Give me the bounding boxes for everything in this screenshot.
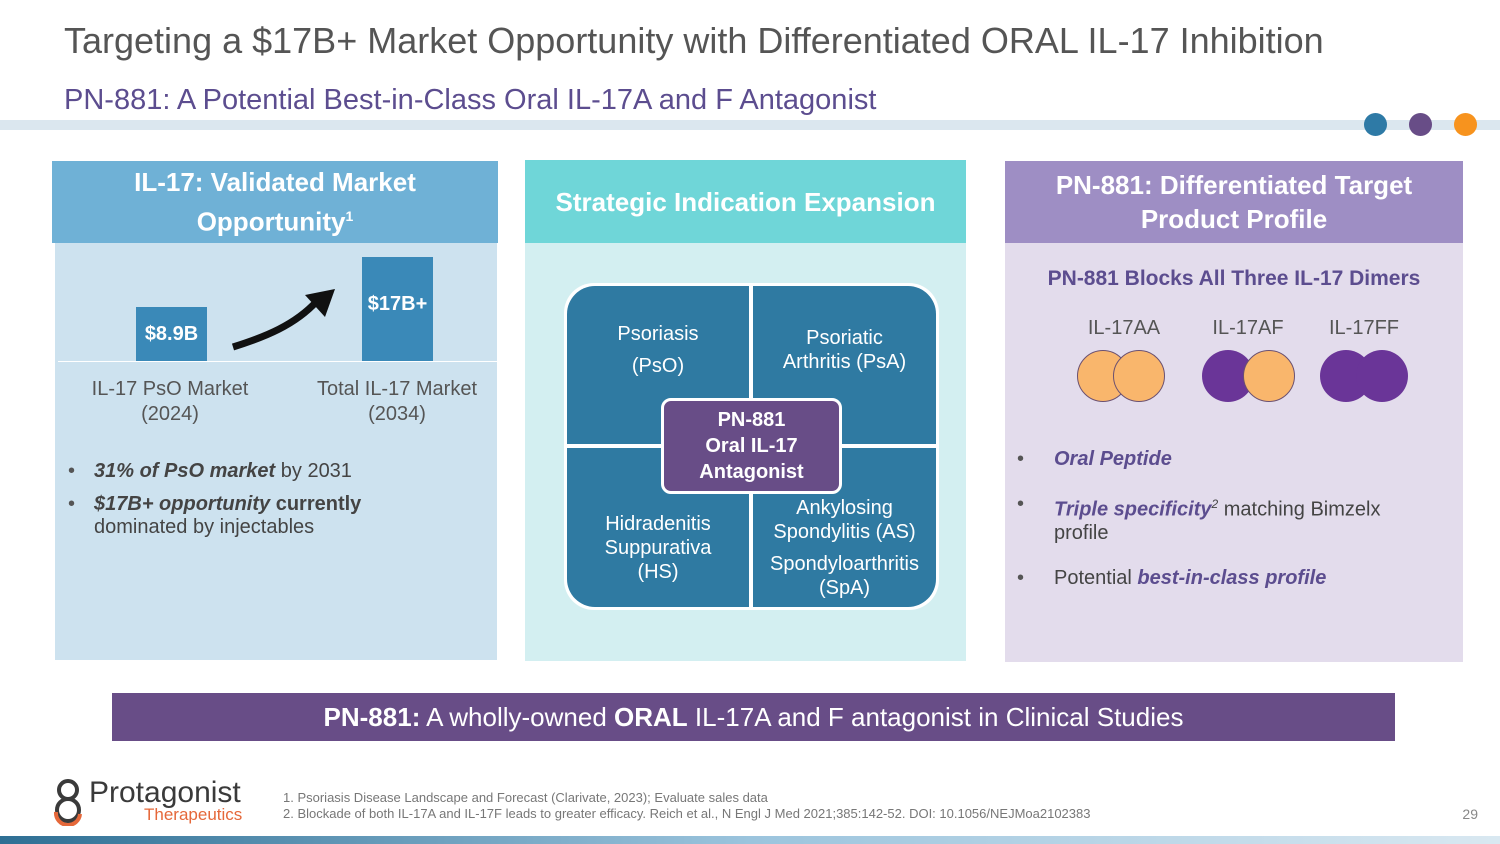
header-rule xyxy=(0,120,1500,130)
page-title: Targeting a $17B+ Market Opportunity wit… xyxy=(64,20,1324,61)
quadrant-text: (PsO) xyxy=(631,355,685,377)
axis-label-total: Total IL-17 Market (2034) xyxy=(297,377,497,427)
profile-heading-line1: PN-881: Differentiated Target xyxy=(1055,170,1413,200)
quadrant-text: Arthritis (PsA) xyxy=(782,351,907,373)
page-number: 29 xyxy=(1462,806,1478,822)
bullet-emphasis: best-in-class profile xyxy=(1137,566,1327,589)
il17f-monomer-icon xyxy=(1356,350,1408,402)
market-bullet: 31% of PsO market by 2031 xyxy=(68,460,488,483)
axis-label-pso-line1: IL-17 PsO Market xyxy=(91,378,249,400)
dimer-label-aa: IL-17AA xyxy=(1087,317,1161,339)
banner-text: A wholly-owned xyxy=(420,701,615,732)
il17a-monomer-icon xyxy=(1243,350,1295,402)
dimer-label-ff: IL-17FF xyxy=(1328,317,1400,339)
summary-banner: PN-881: A wholly-owned ORAL IL-17A and F… xyxy=(112,693,1395,741)
orange-dot-icon xyxy=(1454,113,1477,136)
market-heading-line2: Opportunity xyxy=(196,206,346,237)
company-subname: Therapeutics xyxy=(144,805,243,824)
market-heading-line1: IL-17: Validated Market xyxy=(134,167,416,198)
axis-label-total-line1: Total IL-17 Market xyxy=(316,378,478,400)
footnote-ref-1: 1 xyxy=(345,208,354,225)
footnote-ref-2: 2 xyxy=(1211,497,1219,511)
purple-dot-icon xyxy=(1409,113,1432,136)
footer-line xyxy=(0,836,1500,844)
pn881-center-box: PN-881 Oral IL-17 Antagonist xyxy=(661,398,842,494)
indication-panel-heading: Strategic Indication Expansion xyxy=(525,160,966,243)
banner-text: IL-17A and F antagonist in Clinical Stud… xyxy=(687,701,1184,732)
bullet-emphasis: Oral Peptide xyxy=(1054,448,1172,470)
profile-bullet: Potential best-in-class profile xyxy=(1017,567,1447,590)
bar-total-label: $17B+ xyxy=(367,293,428,315)
center-box-text: Oral IL-17 xyxy=(705,435,798,457)
profile-bullet: Oral Peptide xyxy=(1017,448,1447,471)
banner-bold: ORAL xyxy=(614,701,688,732)
axis-label-total-line2: (2034) xyxy=(368,403,426,425)
bullet-text: dominated by injectables xyxy=(94,516,315,538)
quadrant-text: Ankylosing xyxy=(796,496,893,519)
axis-label-pso: IL-17 PsO Market (2024) xyxy=(70,377,270,427)
quadrant-text: Hidradenitis xyxy=(605,512,711,535)
page-subtitle: PN-881: A Potential Best-in-Class Oral I… xyxy=(64,84,877,116)
bullet-emphasis: $17B+ opportunity xyxy=(94,493,271,515)
center-box-text: Antagonist xyxy=(699,461,804,483)
quadrant-text: Spondylitis (AS) xyxy=(773,520,916,543)
quadrant-text: (SpA) xyxy=(818,576,871,599)
dimer-label-af: IL-17AF xyxy=(1212,317,1284,339)
il17a-monomer-icon xyxy=(1113,350,1165,402)
dimers-subheading: PN-881 Blocks All Three IL-17 Dimers xyxy=(1047,267,1421,290)
bullet-text: Potential xyxy=(1054,566,1138,589)
footnote-2: 2. Blockade of both IL-17A and IL-17F le… xyxy=(283,806,1091,821)
profile-bullets: Oral Peptide Triple specificity2 matchin… xyxy=(1017,448,1447,600)
quadrant-text: Spondyloarthritis xyxy=(770,552,919,575)
footnote-1: 1. Psoriasis Disease Landscape and Forec… xyxy=(283,790,768,805)
quadrant-text: (HS) xyxy=(637,560,679,583)
bullet-emphasis: 31% of PsO market xyxy=(94,460,276,482)
bullet-emphasis: Triple specificity xyxy=(1054,498,1212,521)
bar-pso-market: $8.9B xyxy=(136,307,207,361)
blue-dot-icon xyxy=(1364,113,1387,136)
market-panel-heading: IL-17: Validated Market Opportunity1 xyxy=(52,161,498,243)
protagonist-logo-icon xyxy=(53,779,82,826)
center-box-text: PN-881 xyxy=(717,409,786,431)
bullet-bold-text: currently xyxy=(270,493,362,515)
quadrant-text: Psoriasis xyxy=(617,323,699,345)
company-name: Protagonist xyxy=(89,776,241,809)
bar-pso-label: $8.9B xyxy=(144,322,199,345)
quadrant-text: Suppurativa xyxy=(604,536,712,559)
quadrant-text: Psoriatic xyxy=(806,327,883,349)
growth-arrow-icon xyxy=(231,289,335,351)
bullet-text: matching Bimzelx xyxy=(1218,498,1381,521)
profile-bullet: Triple specificity2 matching Bimzelx prof… xyxy=(1017,493,1447,545)
chart-baseline xyxy=(58,361,510,362)
bullet-text: profile xyxy=(1054,521,1109,544)
banner-bold: PN-881: xyxy=(323,701,421,732)
market-bullets: 31% of PsO market by 2031 $17B+ opportun… xyxy=(68,460,488,549)
profile-panel-heading: PN-881: Differentiated Target Product Pr… xyxy=(1005,161,1463,243)
bullet-text: by 2031 xyxy=(275,460,352,482)
axis-label-pso-line2: (2024) xyxy=(141,403,199,425)
profile-heading-line2: Product Profile xyxy=(1140,204,1328,234)
bar-total-market: $17B+ xyxy=(362,257,433,361)
